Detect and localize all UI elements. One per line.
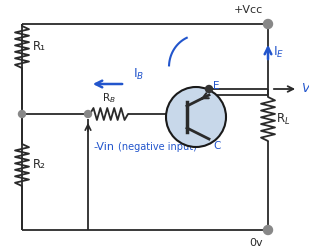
Text: R$_B$: R$_B$ — [102, 91, 116, 105]
Text: Vout: Vout — [301, 82, 309, 96]
Text: -Vin: -Vin — [93, 142, 114, 152]
Text: R₂: R₂ — [33, 159, 46, 172]
Circle shape — [205, 85, 213, 92]
Text: R$_L$: R$_L$ — [276, 111, 290, 127]
Text: 0v: 0v — [249, 238, 263, 248]
Circle shape — [264, 19, 273, 28]
Text: (negative input): (negative input) — [118, 142, 197, 152]
Text: I$_B$: I$_B$ — [133, 67, 144, 82]
Text: B: B — [173, 98, 180, 108]
Circle shape — [84, 110, 91, 117]
Text: C: C — [213, 141, 220, 151]
Circle shape — [166, 87, 226, 147]
Text: E: E — [213, 81, 219, 91]
Circle shape — [19, 110, 26, 117]
Text: +Vcc: +Vcc — [234, 5, 263, 15]
Circle shape — [264, 226, 273, 235]
Text: I$_E$: I$_E$ — [273, 44, 284, 59]
Text: R₁: R₁ — [33, 41, 46, 53]
